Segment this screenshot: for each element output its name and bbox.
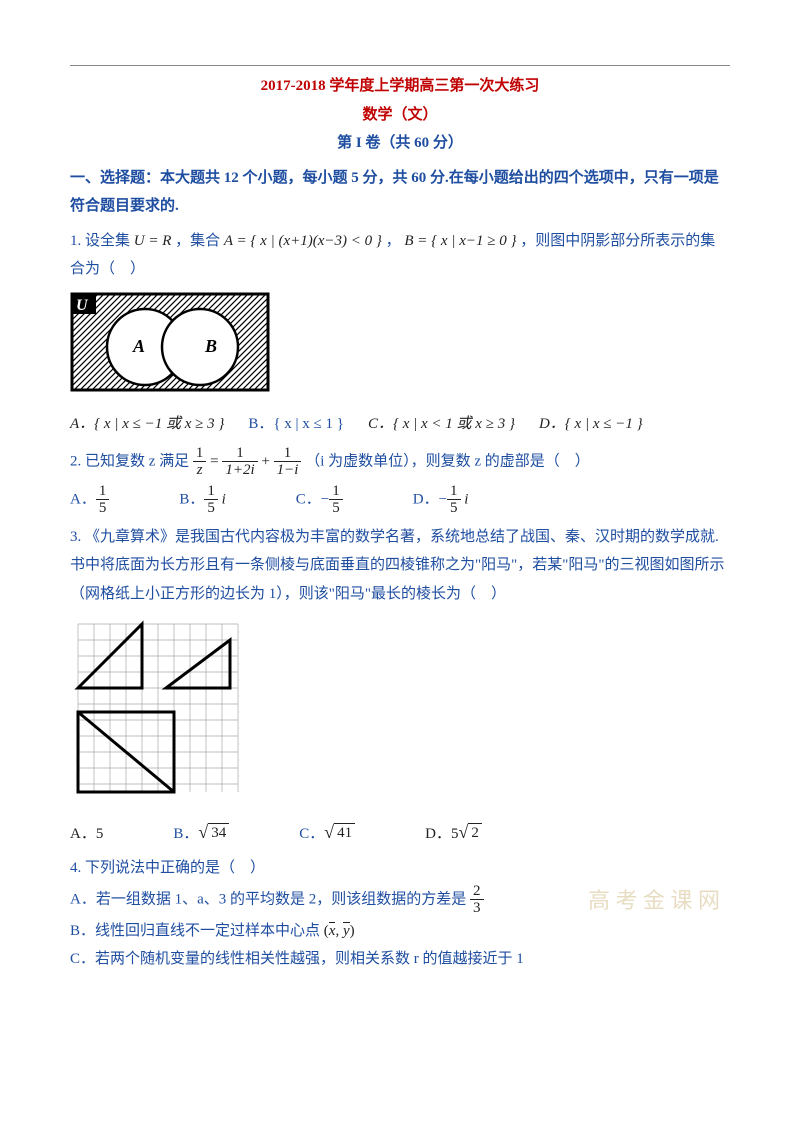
- q2-plus: +: [261, 453, 273, 469]
- q1-mid1: ，集合: [175, 233, 224, 249]
- q2-lhs-d: z: [193, 462, 207, 479]
- q2-eq: =: [210, 453, 222, 469]
- q2-r1-d: 1+2i: [222, 462, 257, 479]
- venn-b-label: B: [204, 336, 217, 356]
- q1-opt-d: D．{ x | x ≤ −1 }: [539, 410, 643, 439]
- q2-pre: 已知复数 z 满足: [85, 453, 193, 469]
- q3-options: A．5 B．√34 C．√41 D．5√2: [70, 820, 730, 849]
- exam-part: 第 I 卷（共 60 分）: [70, 129, 730, 158]
- q3-opt-c: C．√41: [299, 820, 355, 849]
- q1-aeq: A = { x | (x+1)(x−3) < 0 }: [224, 233, 382, 249]
- q2-r2-d: 1−i: [274, 462, 302, 479]
- q1-ueq: U = R: [134, 233, 172, 249]
- q1-opt-b: B．{ x | x ≤ 1 }: [248, 410, 344, 439]
- q1-opt-a: A．{ x | x ≤ −1 或 x ≥ 3 }: [70, 410, 224, 439]
- q3-text: 《九章算术》是我国古代内容极为丰富的数学名著，系统地总结了战国、秦、汉时期的数学…: [70, 529, 725, 602]
- q2-num: 2.: [70, 453, 81, 469]
- q4-num: 4.: [70, 860, 81, 876]
- exam-subject: 数学（文）: [70, 101, 730, 130]
- q1-beq: B = { x | x−1 ≥ 0 }: [404, 233, 516, 249]
- exam-title: 2017-2018 学年度上学期高三第一次大练习: [70, 72, 730, 101]
- q1-venn-diagram: U A B: [70, 292, 730, 403]
- q2-lhs-n: 1: [193, 445, 207, 463]
- q1-options: A．{ x | x ≤ −1 或 x ≥ 3 } B．{ x | x ≤ 1 }…: [70, 410, 730, 439]
- venn-u-label: U: [76, 297, 89, 314]
- q2-post: （i 为虚数单位），则复数 z 的虚部是（ ）: [305, 453, 590, 469]
- q4-opt-c: C．若两个随机变量的线性相关性越强，则相关系数 r 的值越接近于 1: [70, 945, 730, 974]
- q3-three-views: grid: [70, 616, 730, 812]
- venn-a-label: A: [132, 336, 145, 356]
- q2-opt-a: A．15: [70, 483, 109, 517]
- q2-r1-n: 1: [222, 445, 257, 463]
- q1-mid2: ，: [386, 233, 401, 249]
- question-4: 4. 下列说法中正确的是（ ）: [70, 854, 730, 883]
- q2-opt-b: B．15 i: [179, 483, 225, 517]
- section-instruction: 一、选择题：本大题共 12 个小题，每小题 5 分，共 60 分.在每小题给出的…: [70, 164, 730, 221]
- q3-opt-d: D．5√2: [425, 820, 482, 849]
- q3-opt-b: B．√34: [173, 820, 229, 849]
- question-3: 3. 《九章算术》是我国古代内容极为丰富的数学名著，系统地总结了战国、秦、汉时期…: [70, 523, 730, 609]
- q1-opt-c: C．{ x | x < 1 或 x ≥ 3 }: [368, 410, 515, 439]
- q1-pre: 设全集: [85, 233, 130, 249]
- header-rule: [70, 65, 730, 66]
- q2-opt-c: C．−15: [296, 483, 343, 517]
- q4-text: 下列说法中正确的是（ ）: [85, 860, 265, 876]
- q3-opt-a: A．5: [70, 820, 103, 849]
- q2-options: A．15 B．15 i C．−15 D．−15 i: [70, 483, 730, 517]
- q2-opt-d: D．−15 i: [413, 483, 469, 517]
- q2-r2-n: 1: [274, 445, 302, 463]
- q3-num: 3.: [70, 529, 81, 545]
- q1-num: 1.: [70, 233, 81, 249]
- question-1: 1. 设全集 U = R ，集合 A = { x | (x+1)(x−3) < …: [70, 227, 730, 284]
- question-2: 2. 已知复数 z 满足 1z = 11+2i + 11−i （i 为虚数单位）…: [70, 445, 730, 479]
- watermark: 高 考 金 课 网: [588, 880, 720, 922]
